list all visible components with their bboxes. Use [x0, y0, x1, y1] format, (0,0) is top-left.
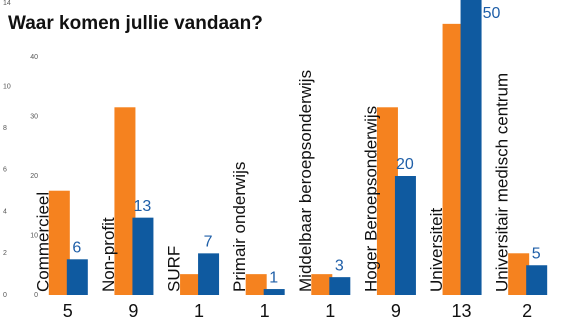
y2-tick-label: 40 [30, 54, 38, 61]
bar [263, 289, 285, 295]
bar [48, 190, 70, 295]
category-label: Middelbaar beroepsonderwijs [296, 70, 315, 292]
value-label: 5 [532, 245, 541, 262]
value-label: 7 [204, 234, 213, 251]
bar [132, 217, 154, 295]
value-label: 1 [269, 269, 278, 286]
bar [66, 259, 88, 295]
value-label: 2 [522, 301, 532, 321]
value-label: 1 [194, 301, 204, 321]
bar [311, 274, 333, 295]
category-label: Commercieel [33, 192, 52, 292]
bar [442, 23, 464, 295]
y2-tick-label: 10 [30, 232, 38, 239]
bar [198, 253, 220, 295]
y-tick-label: 8 [3, 125, 7, 132]
bar [180, 274, 202, 295]
bar [460, 0, 482, 295]
value-label: 20 [396, 156, 414, 173]
y-tick-label: 10 [3, 83, 11, 90]
bar [114, 107, 136, 296]
value-label: 5 [63, 301, 73, 321]
bar [526, 265, 548, 295]
category-label: Universiteit [427, 208, 446, 292]
y-tick-label: 0 [3, 292, 7, 299]
value-label: 1 [325, 301, 335, 321]
category-label: Hoger Beroepsonderwijs [361, 106, 380, 292]
bar [394, 176, 416, 295]
bar [508, 253, 530, 295]
value-label: 50 [483, 5, 501, 22]
y2-tick-label: 30 [30, 113, 38, 120]
y2-tick-label: 0 [34, 292, 38, 299]
value-label: 3 [335, 257, 344, 274]
value-label: 1 [260, 301, 270, 321]
y-tick-label: 14 [3, 0, 11, 7]
chart-title: Waar komen jullie vandaan? [8, 13, 263, 34]
bar [376, 107, 398, 296]
category-label: Non-profit [99, 217, 118, 292]
category-label: Primair onderwijs [230, 162, 249, 292]
y2-tick-label: 20 [30, 173, 38, 180]
value-label: 9 [128, 301, 138, 321]
category-label: Universitair medisch centrum [493, 73, 512, 292]
bar [329, 277, 351, 295]
bar [245, 274, 267, 295]
value-label: 13 [452, 301, 472, 321]
y-tick-label: 4 [3, 208, 7, 215]
y-tick-label: 6 [3, 167, 7, 174]
value-label: 9 [391, 301, 401, 321]
y-tick-label: 2 [3, 250, 7, 257]
value-label: 6 [72, 240, 81, 257]
value-label: 13 [134, 198, 152, 215]
category-label: SURF [165, 246, 184, 292]
